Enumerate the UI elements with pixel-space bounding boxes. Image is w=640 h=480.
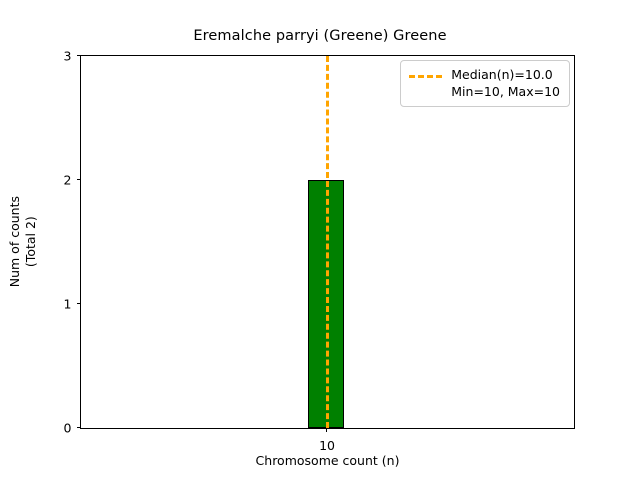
y-axis-label: Num of counts (Total 2): [7, 196, 38, 287]
y-axis-label-line1: Num of counts: [7, 196, 23, 288]
median-line: [326, 56, 330, 428]
y-axis-label-container: Num of counts (Total 2): [0, 55, 46, 429]
y-axis-label-line2: (Total 2): [23, 216, 39, 268]
page-title: Eremalche parryi (Greene) Greene: [193, 28, 447, 44]
y-tick-label-2: 2: [63, 172, 72, 188]
legend-label-minmax: Min=10, Max=10: [451, 83, 560, 99]
plot-area: [81, 56, 574, 428]
y-tick-0: 0: [63, 421, 81, 436]
y-tick-label-1: 1: [63, 296, 72, 312]
y-tick-1: 1: [63, 297, 81, 312]
dashed-line-icon: [409, 67, 443, 83]
y-tick-label-0: 0: [63, 420, 72, 436]
x-tick-label-10: 10: [319, 437, 335, 453]
plot-axes: 0 1 2 3 10 Median(n)=10.0 Min: [63, 49, 575, 453]
x-tick-10: 10: [319, 428, 335, 453]
y-tick-label-3: 3: [63, 48, 72, 64]
legend: Median(n)=10.0 Min=10, Max=10: [400, 60, 570, 107]
y-tick-3: 3: [63, 49, 81, 64]
bar-chromosome-10[interactable]: [308, 180, 344, 428]
legend-item-labels: Median(n)=10.0 Min=10, Max=10: [451, 67, 560, 100]
legend-item-median: Median(n)=10.0 Min=10, Max=10: [409, 67, 560, 100]
y-tick-2: 2: [63, 173, 81, 188]
legend-label-median: Median(n)=10.0: [451, 67, 553, 82]
x-axis-label: Chromosome count (n): [255, 453, 400, 468]
